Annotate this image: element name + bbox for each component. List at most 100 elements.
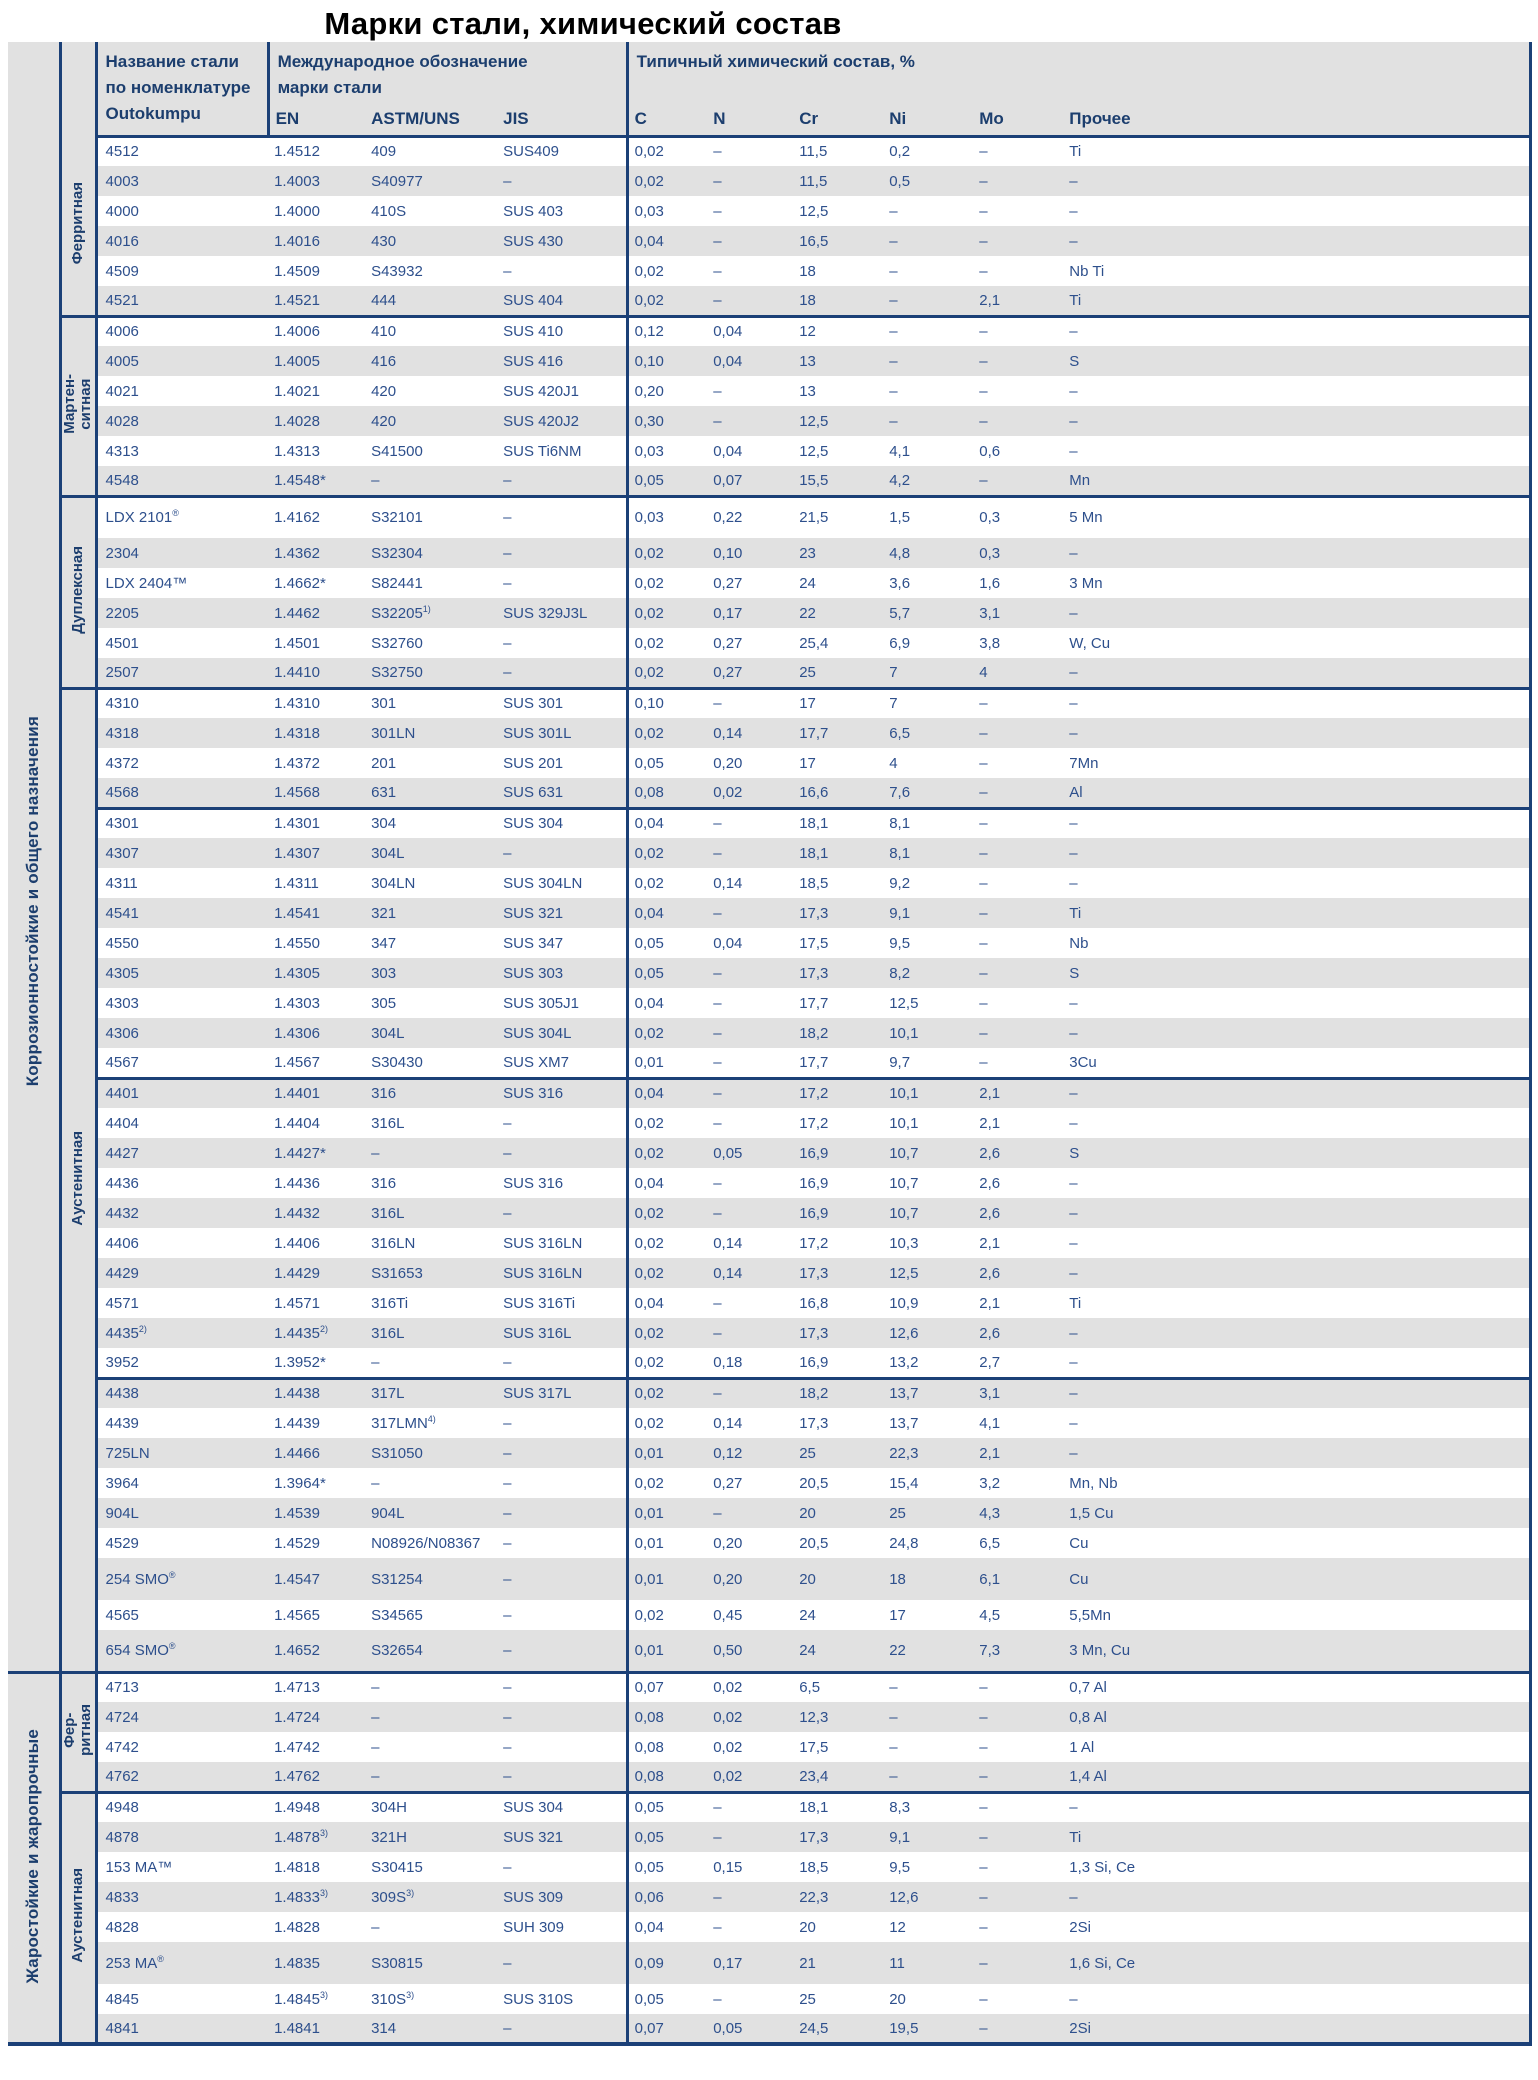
cell-cr: 24	[793, 1600, 884, 1630]
cell-jis: SUS 316L	[497, 1318, 628, 1348]
cell-c: 0,12	[625, 314, 708, 346]
cell-other: –	[1063, 196, 1531, 226]
cell-ni: 18	[883, 1558, 974, 1600]
cell-mo: –	[973, 838, 1064, 868]
cell-cr: 12,3	[793, 1702, 884, 1732]
cell-steel-name: 4429	[94, 1258, 269, 1288]
cell-mo: 2,6	[973, 1318, 1064, 1348]
table-row: 4845 1.48453) 310S3) SUS 310S 0,05–25 20– –	[8, 1984, 1531, 2014]
cell-c: 0,05	[625, 1984, 708, 2014]
table-row: Аустенитная 4948 1.4948 304H SUS 304 0,05–18,…	[8, 1790, 1531, 2044]
cell-ni: 10,9	[883, 1288, 974, 1318]
cell-c: 0,02	[625, 1018, 708, 1048]
cell-ni: –	[883, 376, 974, 406]
table-row: LDX 2404™ 1.4662* S82441–0,02 0,27 24 3,6 1,6 3…	[8, 568, 1531, 598]
cell-steel-name: 4006	[94, 314, 269, 346]
cell-jis: –	[497, 494, 628, 538]
cell-en: 1.4509	[268, 256, 366, 286]
table-row: 4521 1.4521 444 SUS 404 0,02–18–2,1 Ti	[8, 286, 1531, 316]
cell-other: –	[1063, 686, 1531, 718]
cell-n: 0,27	[707, 568, 794, 598]
cell-ni: 12	[883, 1912, 974, 1942]
cell-steel-name: 4845	[94, 1984, 269, 2014]
subgroup-label-text: Ферритная	[69, 182, 87, 265]
subgroup-label-text: Мартен- ситная	[61, 374, 95, 434]
cell-n: –	[707, 1288, 794, 1318]
subgroup-label-text: Аустенитная	[69, 1868, 87, 1964]
cell-mo: –	[973, 376, 1064, 406]
cell-mo: –	[973, 1984, 1064, 2014]
cell-jis: –	[497, 1438, 628, 1468]
cell-steel-name: 4005	[94, 346, 269, 376]
table-header: Название стали по номенклатуре Outokumpu…	[8, 42, 1531, 138]
page-title: Марки стали, химический состав	[324, 6, 842, 41]
cell-n: 0,18	[707, 1348, 794, 1378]
cell-jis: SUS 304L	[497, 1018, 628, 1048]
cell-en: 1.4462	[268, 598, 366, 628]
cell-en: 1.4652	[268, 1630, 366, 1672]
cell-jis: SUS 403	[497, 196, 628, 226]
cell-en: 1.48333)	[268, 1882, 366, 1912]
cell-c: 0,05	[625, 748, 708, 778]
cell-cr: 25	[793, 658, 884, 688]
cell-jis: –	[497, 256, 628, 286]
col-header-jis: JIS	[497, 104, 628, 138]
cell-n: 0,10	[707, 538, 794, 568]
cell-astm-uns: S32304	[365, 538, 498, 568]
cell-jis: SUS 317L	[497, 1376, 628, 1408]
cell-steel-name: 4313	[94, 436, 269, 466]
col-header-cr: Cr	[793, 104, 884, 138]
cell-ni: 17	[883, 1600, 974, 1630]
cell-mo: –	[973, 1882, 1064, 1912]
cell-c: 0,02	[625, 1468, 708, 1498]
cell-mo: 4,1	[973, 1408, 1064, 1438]
cell-cr: 11,5	[793, 136, 884, 166]
cell-steel-name: 4436	[94, 1168, 269, 1198]
cell-cr: 15,5	[793, 466, 884, 496]
table-row: 725LN 1.4466 S31050–0,01 0,12 25 22,3 2,1–	[8, 1438, 1531, 1468]
cell-c: 0,02	[625, 286, 708, 316]
cell-steel-name: 3952	[94, 1348, 269, 1378]
cell-other: –	[1063, 1348, 1531, 1378]
cell-other: –	[1063, 1984, 1531, 2014]
cell-other: –	[1063, 436, 1531, 466]
cell-steel-name: 3964	[94, 1468, 269, 1498]
cell-en: 1.4466	[268, 1438, 366, 1468]
table-row: 4311 1.4311 304LN SUS 304LN 0,02 0,14 18,5 9,2–…	[8, 868, 1531, 898]
cell-cr: 17,7	[793, 1048, 884, 1078]
cell-astm-uns: S30815	[365, 1942, 498, 1984]
cell-en: 1.4948	[268, 1790, 366, 1822]
cell-en: 1.4742	[268, 1732, 366, 1762]
cell-mo: 2,7	[973, 1348, 1064, 1378]
cell-astm-uns: 317L	[365, 1376, 498, 1408]
superscript-mark: ®	[172, 508, 179, 519]
header-steel-name-line3: Outokumpu	[105, 104, 201, 123]
cell-cr: 16,9	[793, 1138, 884, 1168]
cell-cr: 12,5	[793, 196, 884, 226]
cell-astm-uns: S30430	[365, 1048, 498, 1078]
cell-mo: –	[973, 314, 1064, 346]
table-row: 4724 1.4724– –0,08 0,02 12,3– –0,8 Al	[8, 1702, 1531, 1732]
cell-astm-uns: –	[365, 1702, 498, 1732]
cell-astm-uns: 410S	[365, 196, 498, 226]
cell-cr: 16,9	[793, 1348, 884, 1378]
cell-c: 0,02	[625, 256, 708, 286]
cell-steel-name: 4550	[94, 928, 269, 958]
cell-c: 0,03	[625, 436, 708, 466]
cell-c: 0,02	[625, 1408, 708, 1438]
cell-other: 3 Mn, Cu	[1063, 1630, 1531, 1672]
cell-cr: 20,5	[793, 1468, 884, 1498]
cell-ni: 0,2	[883, 136, 974, 166]
cell-mo: 0,6	[973, 436, 1064, 466]
cell-steel-name: 4742	[94, 1732, 269, 1762]
subgroup-label: Фер- ритная	[58, 1670, 98, 1792]
cell-astm-uns: 301LN	[365, 718, 498, 748]
table-row: 4439 1.4439 317LMN4) –0,02 0,14 17,3 13,7 4,1–	[8, 1408, 1531, 1438]
cell-steel-name: 153 MA™	[94, 1852, 269, 1882]
superscript-mark: 4)	[427, 1413, 436, 1424]
steel-table-body: Коррозионностойкие и общего назначения Фе…	[8, 136, 1531, 2044]
cell-mo: –	[973, 988, 1064, 1018]
cell-cr: 25	[793, 1438, 884, 1468]
cell-ni: 5,7	[883, 598, 974, 628]
superscript-mark: 3)	[406, 1989, 415, 2000]
